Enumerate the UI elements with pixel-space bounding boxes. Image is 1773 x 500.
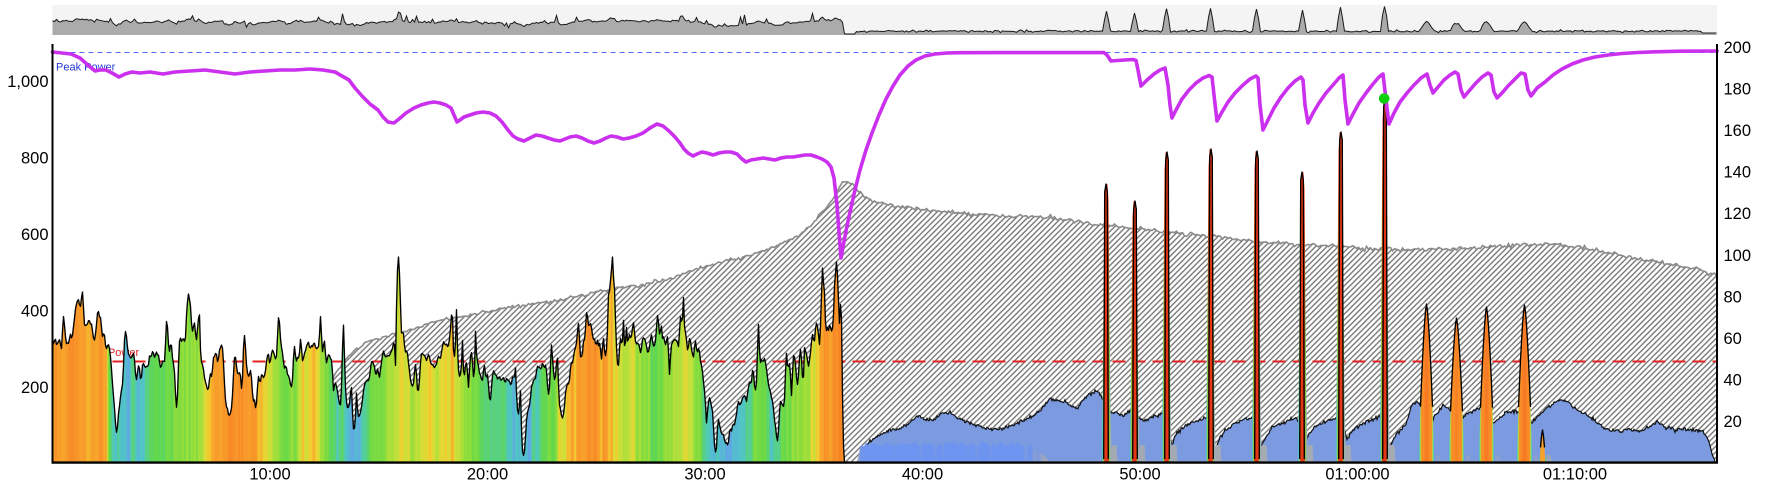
svg-text:01:10:00: 01:10:00 — [1543, 466, 1607, 484]
svg-text:20:00: 20:00 — [467, 466, 508, 484]
svg-text:160: 160 — [1724, 122, 1752, 140]
svg-text:60: 60 — [1724, 330, 1742, 348]
svg-text:40: 40 — [1724, 372, 1742, 390]
svg-text:80: 80 — [1724, 288, 1742, 306]
svg-text:180: 180 — [1724, 81, 1752, 99]
svg-text:100: 100 — [1724, 247, 1752, 265]
svg-text:120: 120 — [1724, 205, 1752, 223]
svg-text:200: 200 — [21, 379, 49, 397]
svg-text:400: 400 — [21, 303, 49, 321]
svg-text:10:00: 10:00 — [249, 466, 290, 484]
svg-text:20: 20 — [1724, 413, 1742, 431]
svg-text:01:00:00: 01:00:00 — [1325, 466, 1389, 484]
svg-text:40:00: 40:00 — [902, 466, 943, 484]
svg-text:30:00: 30:00 — [684, 466, 725, 484]
svg-text:600: 600 — [21, 226, 49, 244]
svg-text:800: 800 — [21, 150, 49, 168]
svg-text:140: 140 — [1724, 164, 1752, 182]
svg-text:1,000: 1,000 — [7, 73, 48, 91]
svg-text:200: 200 — [1724, 39, 1752, 57]
svg-text:50:00: 50:00 — [1119, 466, 1160, 484]
